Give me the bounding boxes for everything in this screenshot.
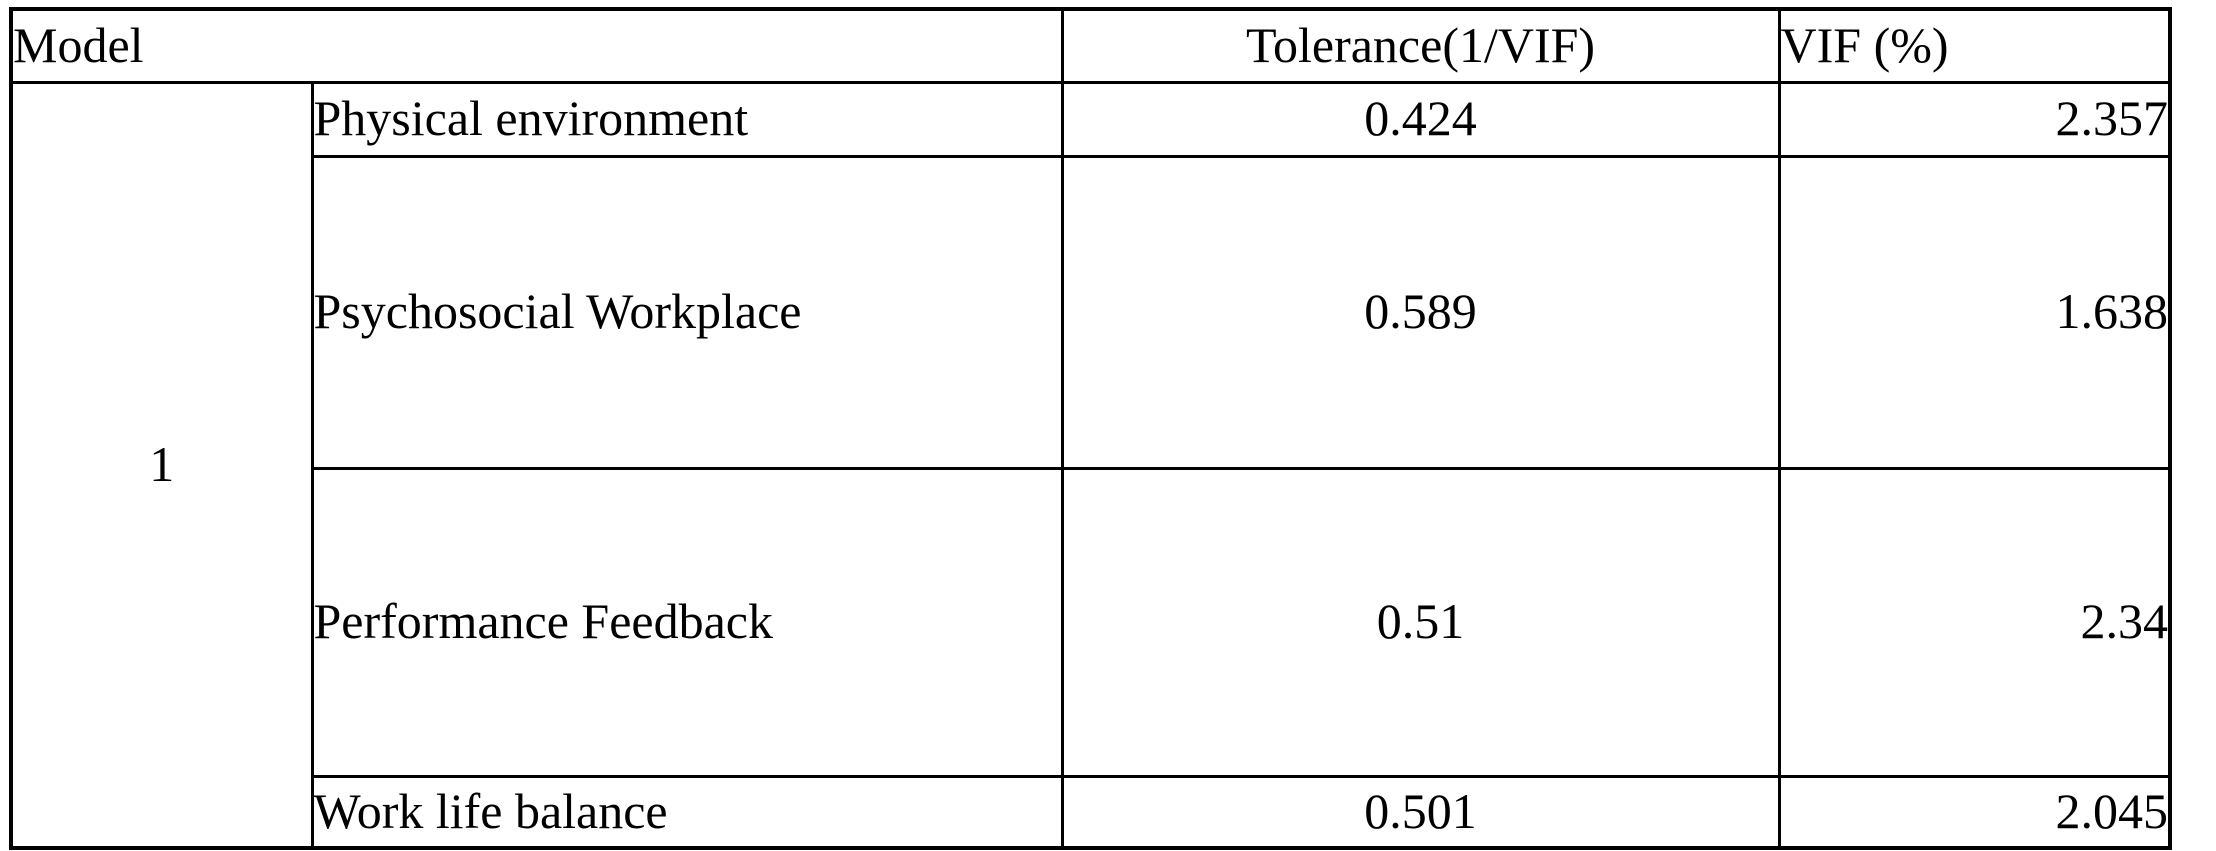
table-row: Performance Feedback 0.51 2.34 [11,466,2172,778]
vif-value-cell: 2.357 [1777,80,2172,158]
variable-cell: Performance Feedback [310,466,1064,778]
variable-cell: Physical environment [310,80,1064,158]
tolerance-value-cell: 0.589 [1060,154,1781,470]
table-row: 1 Physical environment 0.424 2.357 [9,80,2172,850]
tolerance-value-cell: 0.51 [1060,466,1781,778]
vif-value-cell: 1.638 [1777,154,2172,470]
table-row: Work life balance 0.501 2.045 [11,774,2172,850]
collinearity-table: Model Tolerance(1/VIF) VIF (%) 1 Physica… [9,7,2173,850]
header-cell-model: Model [9,7,1064,84]
header-cell-vif: VIF (%) [1777,7,2172,84]
table-header-row: Model Tolerance(1/VIF) VIF (%) [9,7,2172,84]
vif-value-cell: 2.045 [1777,774,2172,850]
header-cell-tolerance: Tolerance(1/VIF) [1060,7,1781,84]
variable-cell: Work life balance [310,774,1064,850]
tolerance-value-cell: 0.501 [1060,774,1781,850]
variable-cell: Psychosocial Workplace [310,154,1064,470]
tolerance-value-cell: 0.424 [1060,80,1781,158]
table-row: Psychosocial Workplace 0.589 1.638 [11,154,2172,470]
model-number-cell: 1 [9,80,314,850]
vif-value-cell: 2.34 [1777,466,2172,778]
